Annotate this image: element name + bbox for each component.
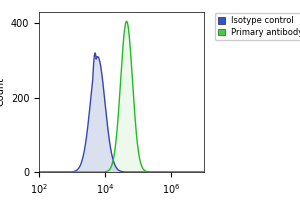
Y-axis label: Count: Count	[0, 77, 5, 106]
Legend: Isotype control, Primary antibody: Isotype control, Primary antibody	[215, 13, 300, 40]
